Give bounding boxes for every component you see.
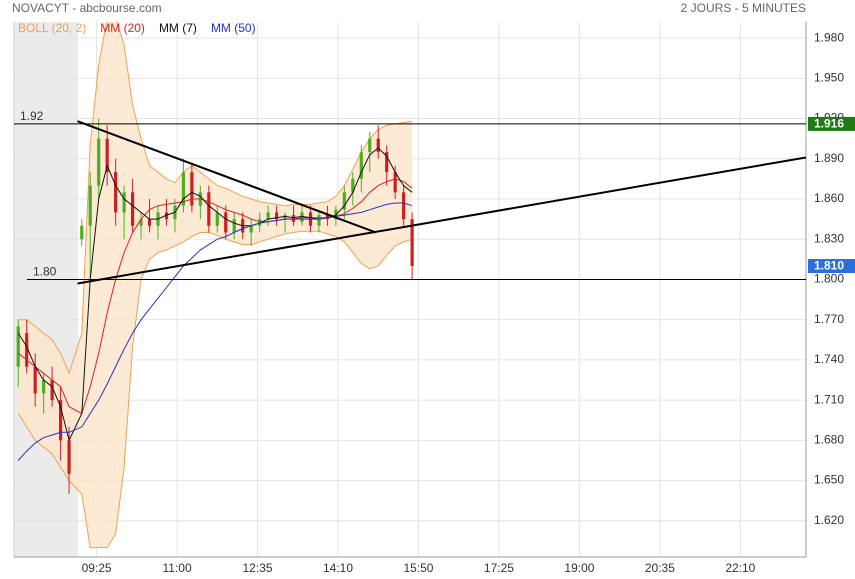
candle-body bbox=[16, 326, 20, 367]
candle-body bbox=[368, 138, 372, 153]
candle-body bbox=[207, 192, 211, 226]
y-tick-label: 1.860 bbox=[814, 191, 844, 205]
bollinger-upper bbox=[18, 22, 413, 375]
price-tag bbox=[808, 116, 855, 131]
candle-body bbox=[181, 172, 186, 206]
y-tick-label: 1.950 bbox=[814, 70, 844, 84]
y-tick-label: 1.980 bbox=[814, 30, 844, 44]
candle-body bbox=[258, 219, 262, 226]
candle-body bbox=[33, 366, 37, 394]
candle-body bbox=[300, 212, 304, 222]
moving-average bbox=[17, 147, 413, 442]
candle-body bbox=[224, 212, 228, 233]
y-tick-label: 1.770 bbox=[814, 312, 844, 326]
chart-subtitle: 2 JOURS - 5 MINUTES bbox=[681, 1, 806, 15]
candle-body bbox=[385, 152, 389, 173]
candle-body bbox=[67, 440, 71, 474]
candle-body bbox=[342, 192, 346, 210]
y-tick-label: 1.650 bbox=[814, 473, 844, 487]
candle-body bbox=[88, 185, 92, 226]
y-tick-label: 1.620 bbox=[814, 513, 844, 527]
candle-body bbox=[25, 333, 29, 367]
candle-body bbox=[317, 215, 321, 226]
candle-body bbox=[105, 138, 109, 173]
candle-body bbox=[42, 380, 46, 394]
x-tick-label: 15:50 bbox=[403, 561, 433, 575]
candle-body bbox=[139, 219, 143, 226]
y-tick-label: 1.890 bbox=[814, 151, 844, 165]
candle-body bbox=[410, 219, 414, 267]
candle-body bbox=[249, 225, 253, 233]
price-tag-label: 1.810 bbox=[814, 259, 844, 273]
candle-body bbox=[274, 212, 279, 220]
candle-body bbox=[50, 380, 54, 401]
x-tick-label: 22:10 bbox=[725, 561, 755, 575]
trend-line bbox=[77, 156, 806, 285]
x-tick-label: 11:00 bbox=[162, 561, 191, 575]
candle-body bbox=[393, 172, 397, 193]
candle-body bbox=[215, 212, 219, 226]
candle-body bbox=[164, 212, 169, 220]
plot-area bbox=[16, 22, 806, 549]
price-tag-label: 1.916 bbox=[814, 117, 844, 131]
x-tick-label: 19:00 bbox=[564, 561, 594, 575]
horizontal-line-label: 1.92 bbox=[20, 109, 44, 123]
x-tick-label: 20:35 bbox=[645, 561, 675, 575]
x-tick-label: 12:35 bbox=[243, 561, 273, 575]
candle-body bbox=[130, 192, 135, 226]
candle-body bbox=[291, 215, 296, 222]
candle-body bbox=[266, 212, 270, 220]
trend-line bbox=[77, 120, 377, 234]
candle-body bbox=[359, 152, 363, 179]
legend-entry: MM (7) bbox=[159, 21, 197, 35]
candle-body bbox=[376, 138, 380, 153]
candle-body bbox=[147, 219, 152, 226]
legend-entry: MM (20) bbox=[100, 21, 145, 35]
candle-body bbox=[325, 215, 330, 220]
bollinger-band bbox=[18, 22, 413, 548]
candle-body bbox=[58, 400, 63, 441]
candle-body bbox=[122, 192, 126, 213]
y-tick-label: 1.740 bbox=[814, 352, 844, 366]
bollinger-lower bbox=[17, 230, 413, 549]
candle-body bbox=[190, 172, 194, 206]
candle-body bbox=[232, 219, 236, 233]
price-tag bbox=[808, 259, 855, 274]
candle-body bbox=[351, 178, 355, 193]
moving-average bbox=[17, 202, 413, 461]
x-tick-label: 17:25 bbox=[484, 561, 514, 575]
candle-body bbox=[402, 192, 406, 220]
horizontal-line-label: 1.80 bbox=[33, 265, 57, 279]
moving-average bbox=[17, 178, 413, 415]
legend-entry: MM (50) bbox=[211, 21, 256, 35]
x-tick-label: 14:10 bbox=[323, 561, 353, 575]
candle-body bbox=[114, 172, 118, 213]
y-tick-label: 1.830 bbox=[814, 231, 844, 245]
y-tick-label: 1.710 bbox=[814, 392, 844, 406]
candle-body bbox=[283, 215, 287, 220]
x-tick-label: 09:25 bbox=[82, 561, 112, 575]
legend-entry: BOLL (20, 2) bbox=[18, 21, 86, 35]
candle-body bbox=[97, 138, 101, 186]
y-tick-label: 1.800 bbox=[814, 272, 844, 286]
chart-title: NOVACYT - abcbourse.com bbox=[12, 1, 162, 15]
y-tick-label: 1.680 bbox=[814, 433, 844, 447]
candle-body bbox=[80, 225, 84, 240]
